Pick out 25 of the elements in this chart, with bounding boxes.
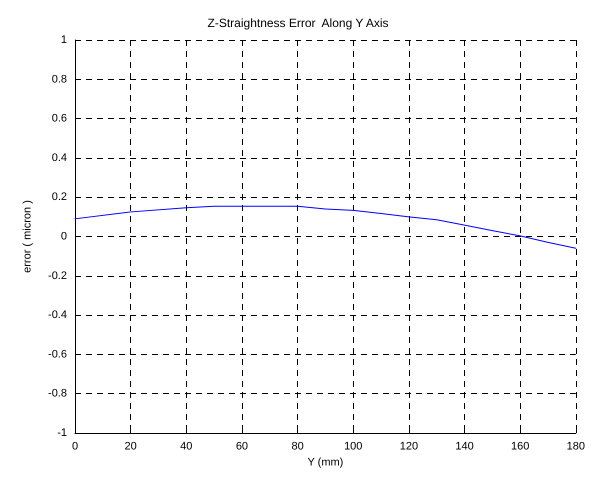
y-tick-label: 0.4: [52, 152, 67, 164]
y-tick-label: -0.6: [48, 348, 67, 360]
x-tick-label: 0: [72, 440, 78, 452]
y-tick-label: 1: [60, 34, 67, 46]
x-tick-label: 120: [400, 440, 418, 452]
x-tick-label: 80: [291, 440, 304, 452]
chart-title: Z-Straightness Error Along Y Axis: [208, 16, 388, 30]
x-tick-label: 140: [455, 440, 474, 452]
x-tick-label: 180: [566, 440, 586, 452]
y-tick-label: -0.2: [48, 270, 67, 282]
y-tick-label: 0.2: [52, 191, 67, 204]
x-tick-label: 40: [180, 440, 192, 452]
x-axis-title: Y (mm): [307, 456, 344, 468]
x-tick-label: 160: [510, 440, 530, 452]
x-tick-label: 20: [124, 440, 137, 452]
x-tick-label: 100: [344, 440, 362, 452]
line-series: [74, 206, 576, 249]
y-axis-title: error ( micron ): [22, 200, 34, 273]
y-tick-label: -0.8: [48, 388, 67, 400]
x-tick-label: 60: [236, 440, 248, 452]
y-tick-label: 0.6: [52, 112, 67, 125]
y-tick-label: 0: [60, 230, 67, 242]
y-tick-label: -1: [57, 427, 67, 439]
y-tick-label: 0.8: [52, 73, 67, 86]
y-tick-label: -0.4: [48, 309, 67, 322]
